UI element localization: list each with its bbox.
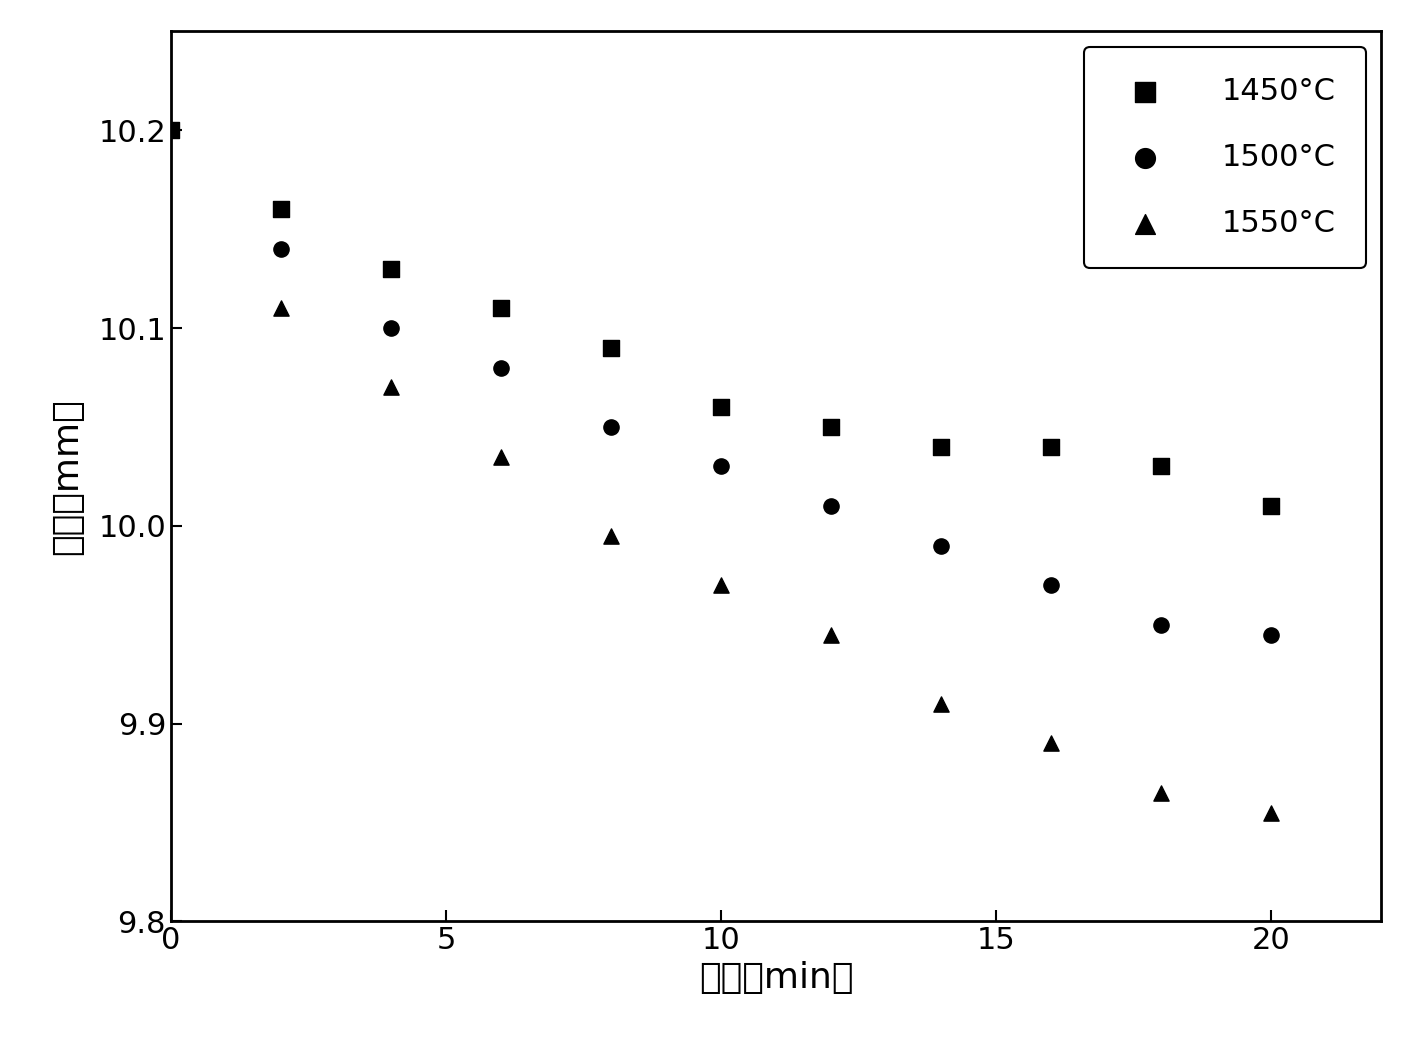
X-axis label: 时间（min）: 时间（min）	[699, 961, 853, 995]
1550°C	[1040, 735, 1062, 752]
1450°C	[490, 299, 513, 316]
1500°C	[380, 319, 403, 336]
1450°C	[820, 419, 843, 436]
Y-axis label: 半径（mm）: 半径（mm）	[50, 398, 84, 555]
1450°C	[930, 439, 953, 455]
1550°C	[1149, 784, 1172, 801]
1500°C	[600, 419, 622, 436]
1450°C	[269, 201, 292, 218]
1550°C	[1260, 804, 1283, 821]
1500°C	[269, 241, 292, 258]
1550°C	[380, 379, 403, 396]
1550°C	[709, 577, 732, 594]
1450°C	[709, 399, 732, 416]
1550°C	[600, 528, 622, 544]
1450°C	[1260, 497, 1283, 514]
1500°C	[1260, 626, 1283, 643]
1450°C	[600, 339, 622, 356]
1500°C	[1149, 617, 1172, 633]
1550°C	[490, 448, 513, 465]
1550°C	[269, 299, 292, 316]
1500°C	[709, 459, 732, 475]
1450°C	[1040, 439, 1062, 455]
1500°C	[490, 359, 513, 376]
1450°C	[1149, 459, 1172, 475]
1500°C	[820, 497, 843, 514]
1450°C	[159, 121, 182, 138]
1500°C	[930, 537, 953, 554]
1500°C	[1040, 577, 1062, 594]
1550°C	[930, 695, 953, 712]
1450°C	[380, 261, 403, 277]
1550°C	[820, 626, 843, 643]
Legend: 1450°C, 1500°C, 1550°C: 1450°C, 1500°C, 1550°C	[1084, 47, 1366, 268]
